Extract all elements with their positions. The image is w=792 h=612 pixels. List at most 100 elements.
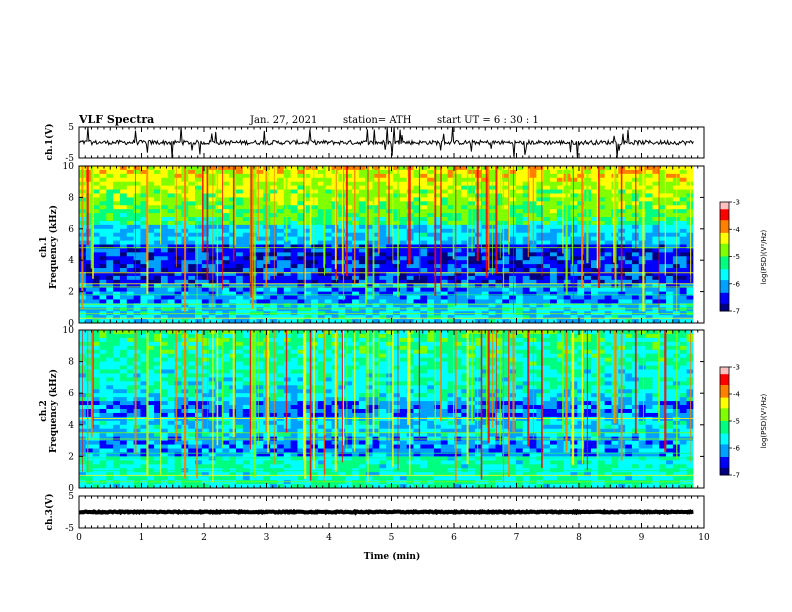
spectrogram-cell <box>556 209 565 214</box>
spectrogram-cell <box>147 341 155 347</box>
spectrogram-cell <box>590 217 599 222</box>
spectrogram-cell <box>420 264 428 269</box>
spectrogram-cell <box>174 299 182 304</box>
spectrogram-cell <box>92 416 100 422</box>
spectrogram-cell <box>201 416 210 422</box>
spectrogram-cell <box>174 260 182 265</box>
spectrogram-cell <box>99 303 107 308</box>
spectrogram-cell <box>222 271 230 277</box>
spectrogram-cell <box>427 283 435 289</box>
spectrogram-cell <box>167 389 175 394</box>
spectrogram-cell <box>85 283 94 289</box>
spectrogram-cell <box>386 177 394 183</box>
spectrogram-cell <box>679 291 687 296</box>
spectrogram-cell <box>488 224 496 230</box>
spectrogram-cell <box>440 201 449 206</box>
spectrogram-cell <box>659 173 667 179</box>
spectrogram-cell <box>201 240 210 245</box>
spectrogram-cell <box>154 373 162 378</box>
spectrogram-cell <box>659 228 667 234</box>
spectrogram-cell <box>188 341 196 347</box>
spectrogram-cell <box>468 271 476 277</box>
spectrogram-cell <box>454 189 462 194</box>
spectrogram-cell <box>263 307 271 312</box>
spectrogram-cell <box>229 307 237 312</box>
spectrogram-cell <box>174 173 182 179</box>
spectrogram-cell <box>427 197 435 202</box>
spectrogram-cell <box>570 177 578 183</box>
spectrogram-cell <box>99 345 107 351</box>
spectrogram-cell <box>85 232 94 238</box>
spectrogram-cell <box>468 268 476 273</box>
spectrogram-cell <box>208 193 216 198</box>
spectrogram-cell <box>393 169 401 175</box>
spectrogram-cell <box>345 169 353 175</box>
spectrogram-cell <box>570 224 578 230</box>
spectrogram-cell <box>126 220 135 226</box>
spectrogram-cell <box>529 248 537 253</box>
spectrogram-cell <box>679 315 687 320</box>
spectrogram-cell <box>584 279 592 285</box>
spectrogram-cell <box>631 252 640 257</box>
spectrogram-cell <box>215 271 223 277</box>
spectrogram-cell <box>99 472 107 477</box>
spectrogram-cell <box>167 333 175 339</box>
spectrogram-cell <box>440 303 449 308</box>
spectrogram-cell <box>420 220 428 226</box>
spectrogram-cell <box>317 232 326 238</box>
spectrogram-cell <box>311 181 319 187</box>
spectrogram-cell <box>454 283 462 289</box>
spectrogram-cell <box>324 173 332 179</box>
spectrogram-cell <box>447 217 455 222</box>
spectrogram-cell <box>242 177 251 183</box>
spectrogram-cell <box>236 213 244 218</box>
spectrogram-cell <box>140 307 148 312</box>
spectrogram-cell <box>290 197 298 202</box>
spectrogram-cell <box>652 315 660 320</box>
spectrogram-cell <box>133 409 141 414</box>
spectrogram-cell <box>106 244 114 249</box>
spectrogram-cell <box>331 291 339 296</box>
spectrogram-cell <box>133 189 141 194</box>
spectrogram-cell <box>386 169 394 175</box>
spectrogram-cell <box>106 260 114 265</box>
spectrogram-cell <box>488 303 496 308</box>
spectrogram-cell <box>297 295 305 300</box>
spectrogram-cell <box>126 460 135 465</box>
spectrogram-cell <box>495 248 503 253</box>
spectrogram-cell <box>358 283 367 289</box>
spectrogram-cell <box>195 464 203 469</box>
spectrogram-cell <box>126 405 135 410</box>
spectrogram-cell <box>481 299 489 304</box>
spectrogram-cell <box>597 260 606 265</box>
spectrogram-cell <box>427 271 435 277</box>
spectrogram-cell <box>256 193 264 198</box>
spectrogram-cell <box>201 260 210 265</box>
spectrogram-cell <box>659 268 667 273</box>
spectrogram-cell <box>447 209 455 214</box>
spectrogram-cell <box>345 166 353 171</box>
spectrogram-cell <box>604 260 612 265</box>
spectrogram-cell <box>167 232 175 238</box>
spectrogram-cell <box>229 193 237 198</box>
spectrogram-cell <box>515 213 524 218</box>
spectrogram-cell <box>195 319 203 324</box>
spectrogram-cell <box>154 228 162 234</box>
spectrogram-cell <box>201 220 210 226</box>
spectrogram-cell <box>440 287 449 293</box>
spectrogram-cell <box>659 303 667 308</box>
spectrogram-cell <box>92 181 100 187</box>
spectrogram-cell <box>502 303 510 308</box>
spectrogram-cell <box>358 264 367 269</box>
spectrogram-cell <box>645 213 653 218</box>
spectrogram-cell <box>543 220 551 226</box>
spectrogram-cell <box>543 252 551 257</box>
spectrogram-cell <box>536 169 544 175</box>
spectrogram-cell <box>188 452 196 457</box>
spectrogram-cell <box>290 264 298 269</box>
spectrogram-cell <box>358 315 367 320</box>
spectrogram-cell <box>488 264 496 269</box>
spectrogram-cell <box>106 287 114 293</box>
spectrogram-cell <box>358 205 367 210</box>
spectrogram-cell <box>304 201 312 206</box>
